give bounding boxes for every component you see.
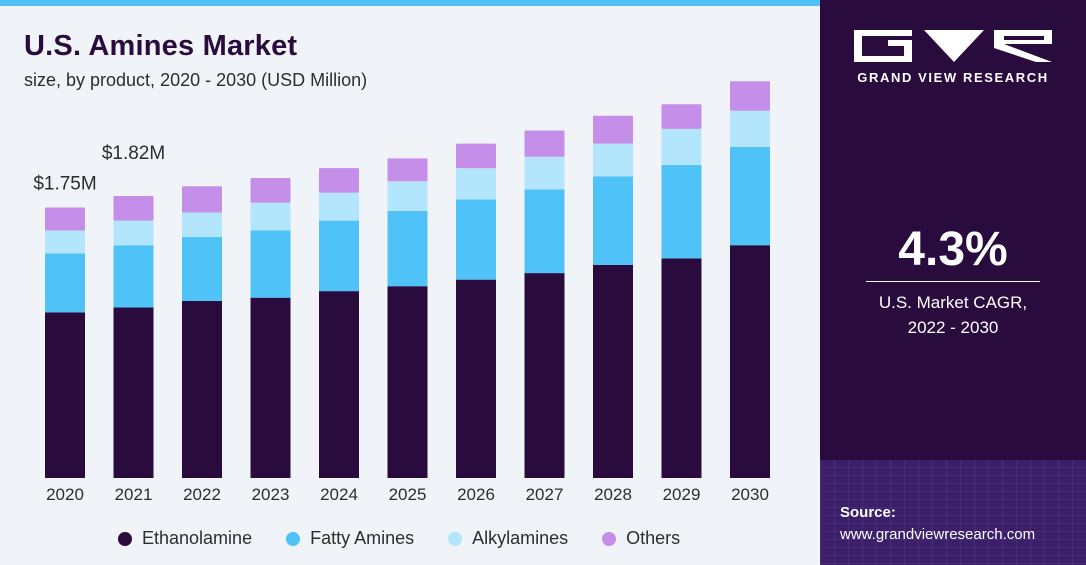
bar-segment-alkylamines-2027 xyxy=(524,156,565,190)
bar-segment-others-2020 xyxy=(45,207,85,231)
bar-segment-fatty-amines-2030 xyxy=(730,146,770,246)
bar-segment-ethanolamine-2024 xyxy=(319,291,359,478)
bar-segment-others-2022 xyxy=(182,186,222,213)
bar-segment-alkylamines-2029 xyxy=(661,128,702,165)
bar-segment-ethanolamine-2021 xyxy=(113,307,154,478)
legend-item-fatty-amines: Fatty Amines xyxy=(286,528,414,549)
bar-segment-fatty-amines-2025 xyxy=(387,210,428,287)
source-link[interactable]: www.grandviewresearch.com xyxy=(840,526,1036,543)
bar-segment-fatty-amines-2028 xyxy=(593,176,633,265)
bar-segment-alkylamines-2028 xyxy=(593,143,633,177)
bar-segment-fatty-amines-2022 xyxy=(182,237,222,301)
brand-name: GRAND VIEW RESEARCH xyxy=(857,70,1049,85)
chart-subtitle: size, by product, 2020 - 2030 (USD Milli… xyxy=(24,70,368,90)
bar-segment-ethanolamine-2030 xyxy=(730,245,770,478)
cagr-divider xyxy=(866,281,1040,282)
x-tick-label: 2027 xyxy=(526,485,564,504)
legend-swatch xyxy=(286,531,301,546)
bar-segment-others-2025 xyxy=(387,158,428,182)
sidebar-pattern xyxy=(820,460,1086,565)
sidebar: GRAND VIEW RESEARCH 4.3% U.S. Market CAG… xyxy=(820,0,1086,565)
x-tick-label: 2029 xyxy=(663,485,701,504)
x-tick-label: 2020 xyxy=(46,485,84,504)
legend-label: Fatty Amines xyxy=(310,528,415,548)
bar-segment-fatty-amines-2026 xyxy=(456,199,496,280)
bar-segment-ethanolamine-2027 xyxy=(524,273,565,478)
legend-item-alkylamines: Alkylamines xyxy=(448,528,568,549)
legend-item-ethanolamine: Ethanolamine xyxy=(118,528,252,549)
bar-segment-alkylamines-2030 xyxy=(730,110,770,147)
bar-segment-alkylamines-2026 xyxy=(456,168,496,200)
bar-segment-ethanolamine-2023 xyxy=(250,297,291,478)
bar-segment-others-2024 xyxy=(319,168,359,193)
bar-segment-others-2023 xyxy=(250,178,291,203)
bar-segment-fatty-amines-2023 xyxy=(250,230,291,298)
bar-segment-others-2027 xyxy=(524,130,565,157)
data-label-2020: $1.75M xyxy=(33,174,96,195)
stacked-bar-chart: 2020 $1.75M 2021 $1.82M 2022 2023 2024 2025 2026… xyxy=(33,81,770,504)
legend-swatch xyxy=(602,531,617,546)
bar-segment-fatty-amines-2027 xyxy=(524,189,565,274)
legend-item-others: Others xyxy=(602,528,680,549)
top-accent-rule xyxy=(0,0,820,6)
data-label-2021: $1.82M xyxy=(102,143,165,164)
x-tick-label: 2030 xyxy=(731,485,769,504)
bar-segment-ethanolamine-2026 xyxy=(456,279,496,478)
x-tick-label: 2026 xyxy=(457,485,495,504)
bar-segment-ethanolamine-2028 xyxy=(593,264,633,478)
gvr-logo-icon xyxy=(854,30,1052,62)
cagr-label: U.S. Market CAGR, 2022 - 2030 xyxy=(820,290,1086,340)
legend-label: Alkylamines xyxy=(472,528,569,548)
bar-segment-ethanolamine-2025 xyxy=(387,286,428,478)
bar-segment-others-2026 xyxy=(456,143,496,169)
bar-segment-others-2030 xyxy=(730,81,770,111)
bar-segment-fatty-amines-2020 xyxy=(45,253,85,313)
cagr-value: 4.3% xyxy=(898,223,1008,276)
legend-label: Others xyxy=(626,528,681,548)
legend-label: Ethanolamine xyxy=(142,528,253,548)
bar-segment-fatty-amines-2024 xyxy=(319,220,359,292)
bar-segment-others-2021 xyxy=(113,196,154,221)
bar-segment-ethanolamine-2020 xyxy=(45,312,85,478)
bar-segment-fatty-amines-2029 xyxy=(661,164,702,259)
source-label: Source: xyxy=(840,504,896,521)
chart-title: U.S. Amines Market xyxy=(24,30,298,62)
cagr-label-line1: U.S. Market CAGR, xyxy=(878,293,1028,312)
x-tick-label: 2022 xyxy=(183,485,221,504)
bar-segment-fatty-amines-2021 xyxy=(113,245,154,308)
bar-segment-others-2029 xyxy=(661,104,702,129)
bar-segment-alkylamines-2021 xyxy=(113,220,154,246)
chart-legend: Ethanolamine Fatty Amines Alkylamines Other… xyxy=(118,528,680,549)
bar-segment-alkylamines-2025 xyxy=(387,181,428,211)
bar-segment-ethanolamine-2022 xyxy=(182,300,222,478)
bar-segment-alkylamines-2024 xyxy=(319,192,359,221)
x-tick-label: 2021 xyxy=(115,485,153,504)
legend-swatch xyxy=(448,531,463,546)
x-tick-label: 2028 xyxy=(594,485,632,504)
bar-segment-alkylamines-2023 xyxy=(250,202,291,231)
x-tick-label: 2023 xyxy=(252,485,290,504)
bar-segment-ethanolamine-2029 xyxy=(661,258,702,478)
legend-swatch xyxy=(118,531,132,546)
cagr-label-line2: 2022 - 2030 xyxy=(907,318,999,337)
x-tick-label: 2024 xyxy=(320,485,358,504)
bar-segment-others-2028 xyxy=(593,115,633,144)
bar-segment-alkylamines-2020 xyxy=(45,230,85,254)
x-tick-label: 2025 xyxy=(389,485,427,504)
bar-segment-alkylamines-2022 xyxy=(182,212,222,238)
